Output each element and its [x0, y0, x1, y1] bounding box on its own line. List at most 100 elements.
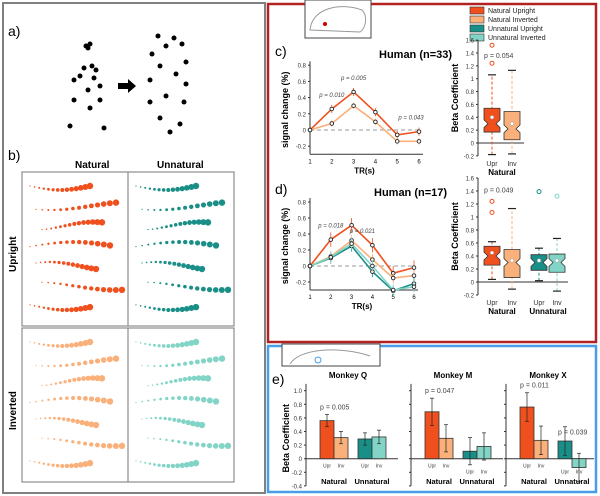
stimulus-dot	[71, 97, 77, 103]
stimulus-dot	[155, 33, 161, 39]
stimulus-dot	[60, 187, 65, 192]
stimulus-dot	[64, 463, 70, 469]
stimulus-dot	[183, 361, 188, 366]
stimulus-dot	[178, 221, 183, 226]
stimulus-dot	[159, 282, 162, 285]
stimulus-dot	[183, 284, 187, 289]
stimulus-dot	[171, 240, 175, 244]
stimulus-dot	[51, 307, 55, 311]
chart-title: Monkey X	[529, 371, 567, 380]
stimulus-dot	[118, 442, 126, 450]
stimulus-dot	[83, 420, 90, 427]
point-light-stimulus	[67, 33, 189, 135]
stimulus-dot	[97, 83, 103, 89]
stimulus-dot	[166, 307, 171, 312]
stimulus-dot	[206, 397, 213, 404]
stimulus-dot	[67, 222, 72, 227]
stimulus-dot	[81, 220, 86, 225]
legend-swatch	[469, 24, 485, 33]
e-bars-chart: e) Beta Coefficient -0.4 -0.2 0 0.2 0.4 0.6 0.8 1…	[272, 371, 594, 490]
stimulus-dot	[89, 442, 94, 447]
data-point	[307, 263, 313, 269]
stimulus-dot	[194, 421, 201, 428]
y-tick-label: 0.4	[298, 233, 307, 239]
stimulus-dot	[163, 416, 167, 421]
stimulus-dot	[33, 186, 36, 188]
stimulus-dot	[177, 206, 181, 211]
stimulus-dot	[141, 244, 143, 247]
stimulus-dot	[77, 185, 84, 191]
stimulus-dot	[148, 306, 152, 309]
stimulus-dot	[166, 187, 171, 192]
stimulus-dot	[175, 307, 180, 313]
stimulus-dot	[189, 204, 194, 210]
stimulus-dot	[183, 59, 189, 65]
stimulus-dot	[204, 219, 212, 226]
stimulus-dot	[159, 241, 163, 245]
stimulus-dot	[81, 376, 86, 381]
stimulus-dot	[77, 205, 82, 210]
stimulus-panel	[127, 171, 235, 327]
p-value: p = 0.010	[318, 93, 345, 99]
stimulus-dot	[188, 240, 194, 245]
panel-label: e)	[272, 371, 284, 387]
stimulus-dot	[64, 343, 70, 348]
stimulus-dot	[38, 461, 41, 464]
y-axis-label: Beta Coefficient	[281, 404, 291, 473]
stimulus-dot	[91, 75, 97, 81]
data-point	[351, 89, 356, 95]
stimulus-dot	[70, 262, 76, 267]
stimulus-dot	[85, 375, 91, 381]
stimulus-dot	[173, 222, 178, 227]
stimulus-dot	[200, 240, 207, 247]
stimulus-dot	[94, 219, 101, 226]
stimulus-dot	[69, 307, 74, 313]
stimulus-dot	[106, 287, 113, 293]
stimulus-dot	[139, 461, 142, 463]
stimulus-dot	[157, 463, 161, 467]
stimulus-dot	[63, 224, 67, 228]
legend-label: Unnatural Inverted	[488, 35, 546, 42]
category-label: Upr	[361, 464, 369, 470]
y-tick-label: 1.6	[466, 39, 475, 45]
stimulus-dot	[175, 342, 180, 348]
category-label: Upr	[323, 464, 331, 470]
stimulus-dot	[73, 462, 79, 468]
category-label: Upr	[533, 300, 545, 307]
series-line	[309, 90, 420, 136]
stimulus-dot	[83, 264, 90, 271]
stimulus-dot	[160, 382, 164, 385]
stimulus-dot	[60, 463, 65, 468]
stimulus-dot	[94, 358, 101, 364]
stimulus-dot	[29, 401, 31, 404]
stimulus-dot	[153, 281, 155, 284]
stimulus-dot	[160, 226, 164, 229]
stimulus-dot	[59, 396, 63, 401]
stimulus-dot	[35, 244, 37, 247]
stimulus-dot	[42, 343, 46, 346]
data-point	[394, 139, 400, 144]
notched-box	[548, 253, 566, 273]
outlier	[489, 60, 495, 66]
legend-swatch	[469, 15, 485, 24]
group-label: Unnatural	[459, 477, 494, 486]
data-point	[373, 119, 378, 125]
stimulus-dot	[88, 265, 95, 272]
stimulus-dot	[171, 439, 175, 443]
y-tick-label: 0.2	[298, 249, 307, 255]
x-tick-label: 6	[412, 295, 416, 301]
stimulus-dot	[94, 442, 100, 448]
stimulus-dot	[165, 240, 169, 245]
stimulus-dot	[65, 396, 69, 400]
y-tick-label: 0	[471, 281, 475, 287]
stimulus-dot	[39, 261, 42, 264]
stimulus-dot	[159, 438, 162, 441]
stimulus-dot	[69, 186, 74, 192]
y-tick-label: 1.6	[466, 177, 475, 183]
stimulus-dot	[106, 398, 114, 405]
stimulus-dot	[47, 208, 50, 211]
stimulus-dot	[71, 440, 75, 444]
stimulus-dot	[153, 343, 156, 347]
stimulus-dot	[77, 461, 84, 468]
